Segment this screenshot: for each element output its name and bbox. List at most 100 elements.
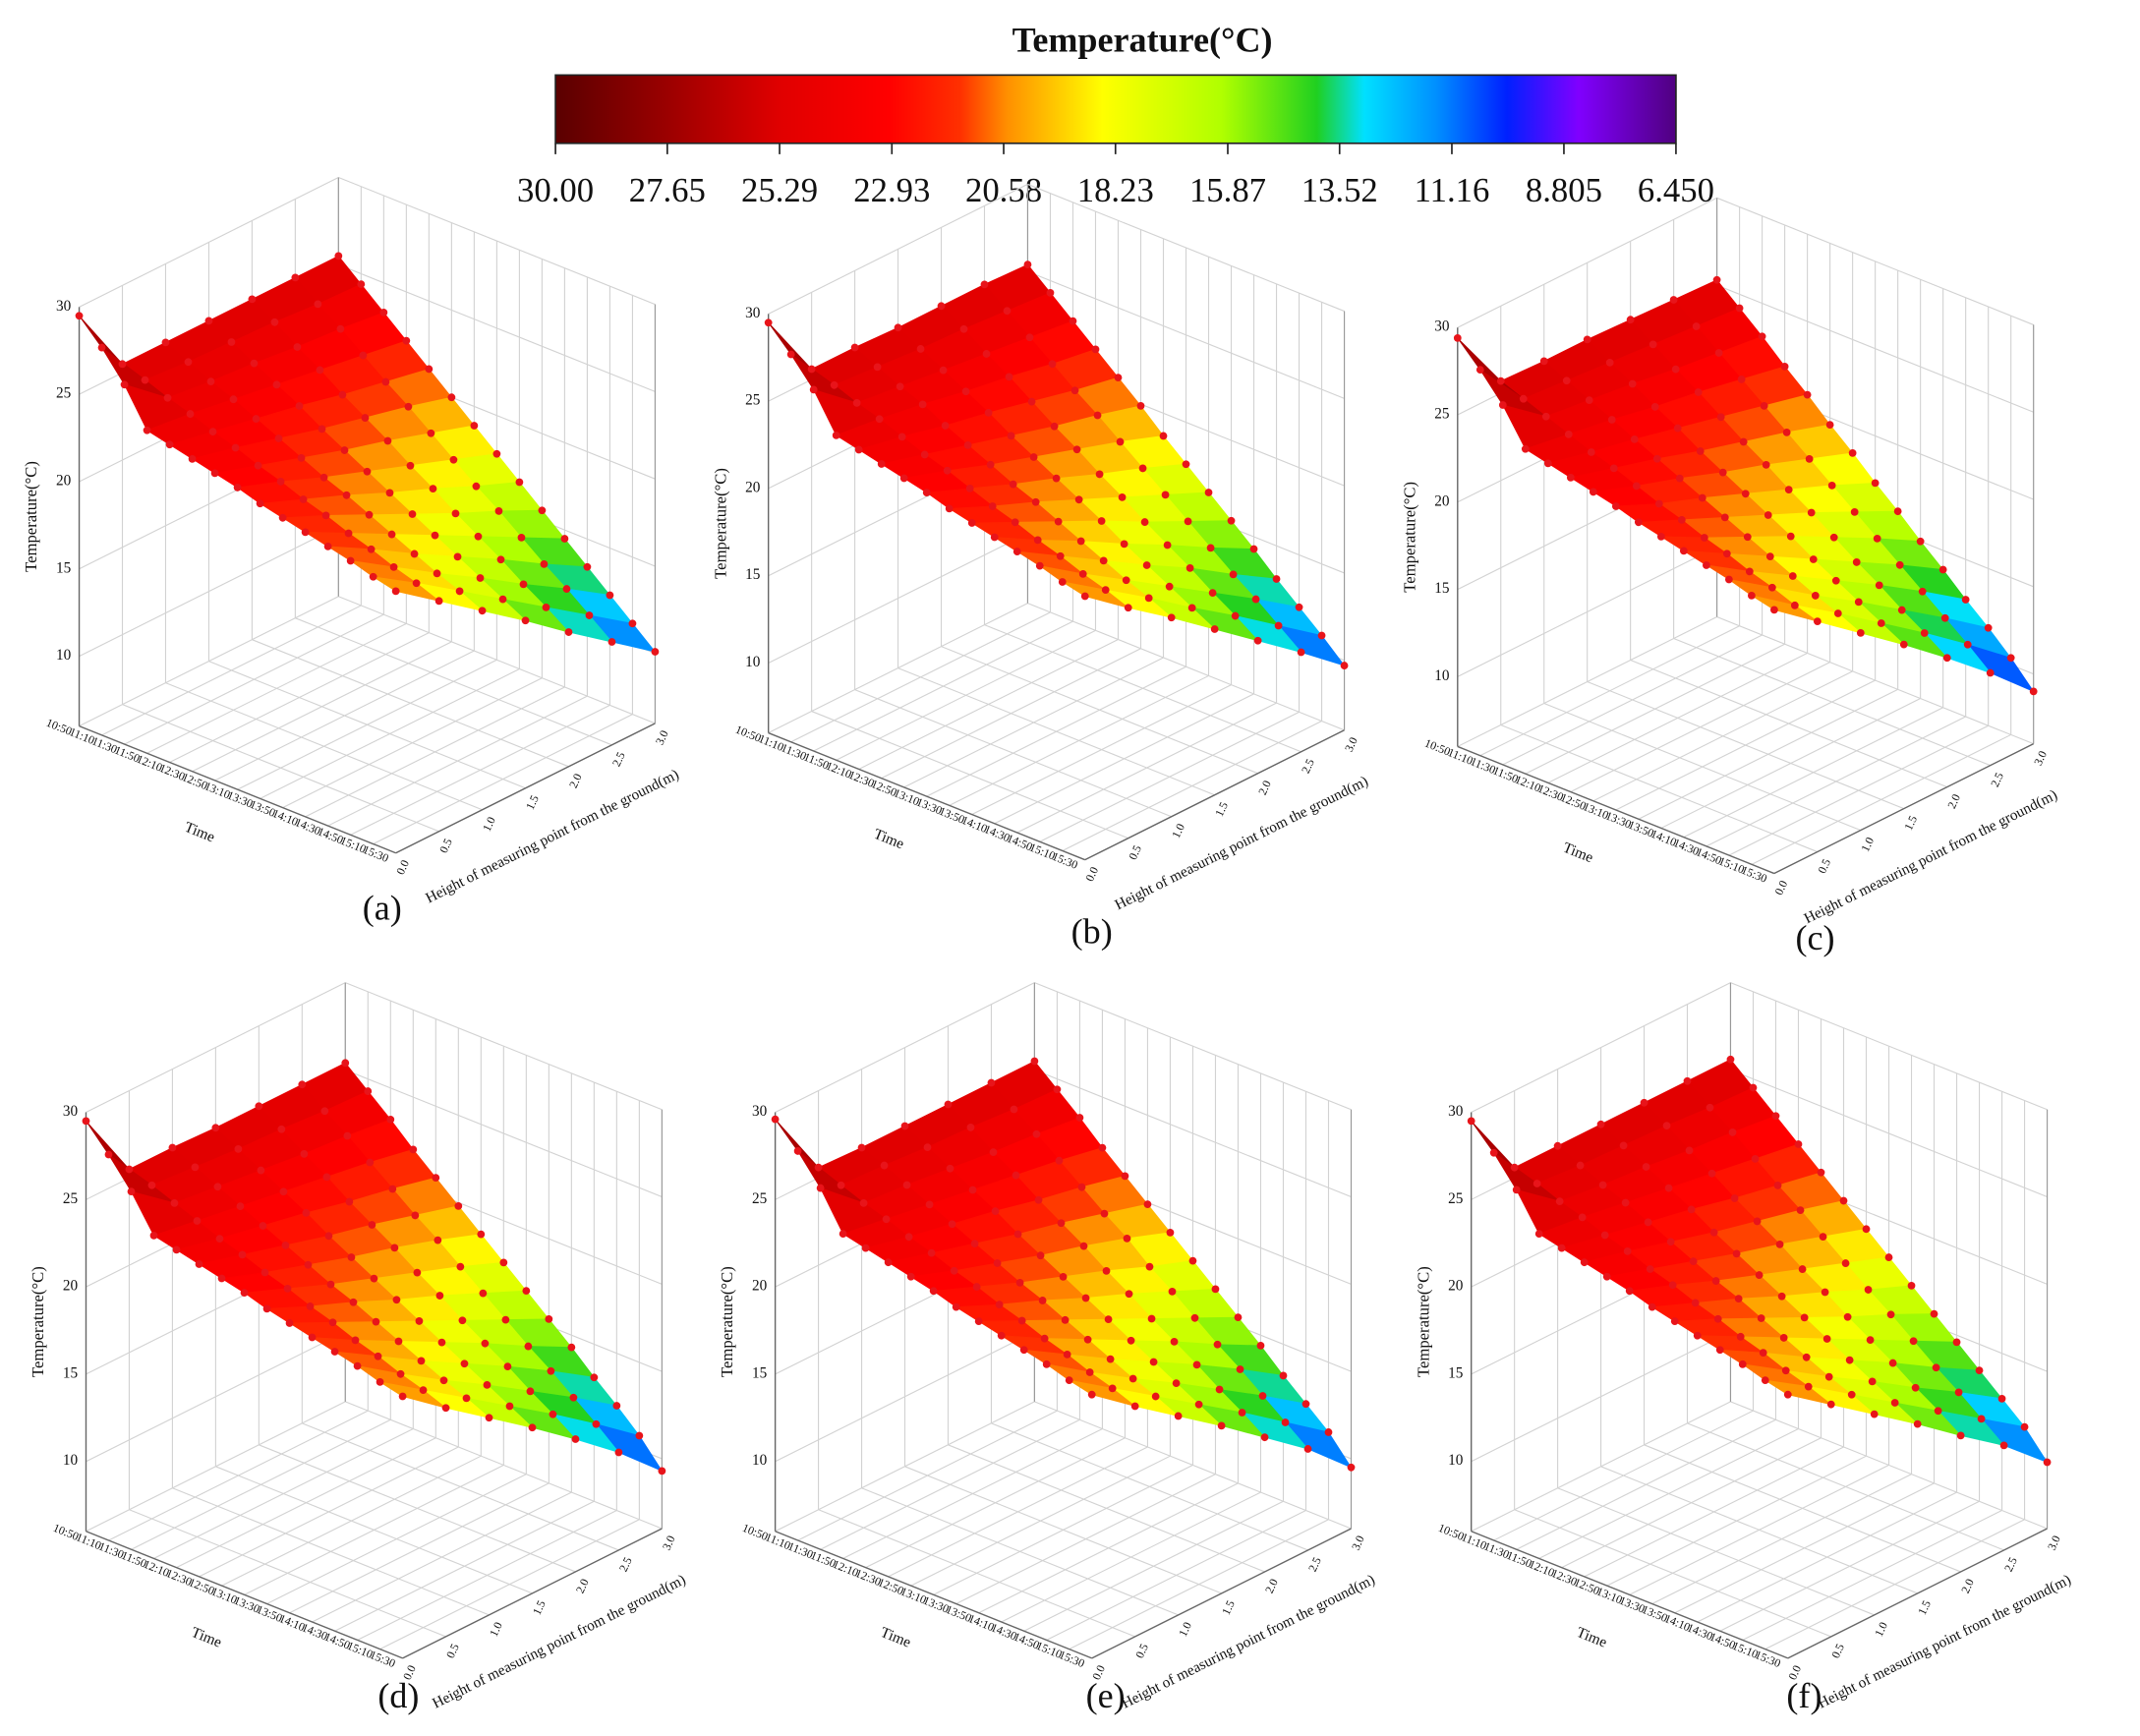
data-point xyxy=(379,309,388,317)
data-point xyxy=(1035,561,1044,570)
data-point xyxy=(850,343,859,352)
data-point xyxy=(965,484,974,492)
data-point xyxy=(1918,587,1927,596)
data-point xyxy=(1541,412,1550,421)
data-point xyxy=(1779,1334,1788,1342)
data-point xyxy=(293,343,302,351)
data-point xyxy=(1070,386,1079,395)
data-point xyxy=(1735,304,1744,313)
data-point xyxy=(1856,629,1865,637)
y-tick-label: 2.5 xyxy=(1305,1555,1324,1574)
data-point xyxy=(1824,1372,1833,1381)
data-point xyxy=(120,380,129,389)
data-point xyxy=(404,402,413,411)
data-point xyxy=(97,343,106,352)
data-point xyxy=(1873,534,1881,543)
data-point xyxy=(161,338,170,347)
data-point xyxy=(832,432,840,439)
y-axis-title: Height of measuring point from the groun… xyxy=(1112,773,1370,913)
panel: 101520253010:5011:1011:3011:5012:1012:30… xyxy=(29,982,688,1715)
data-point xyxy=(1749,1083,1758,1092)
data-point xyxy=(1847,1390,1856,1399)
data-point xyxy=(982,350,991,358)
data-point xyxy=(1940,613,1949,622)
data-point xyxy=(208,428,217,436)
y-tick-label: 0.5 xyxy=(1126,842,1144,861)
data-point xyxy=(1621,1198,1630,1207)
grid-line xyxy=(1716,284,2034,413)
data-point xyxy=(370,1274,378,1283)
data-point xyxy=(1104,1315,1113,1324)
data-point xyxy=(338,390,347,399)
data-point xyxy=(1809,555,1818,563)
data-point xyxy=(946,1164,954,1173)
data-point xyxy=(1886,1310,1895,1319)
data-point xyxy=(458,1316,467,1325)
panel: 101520253010:5011:1011:3011:5012:1012:30… xyxy=(22,176,681,928)
floor-grid-line xyxy=(295,617,612,746)
grid-line xyxy=(1730,1069,2048,1198)
data-point xyxy=(1895,560,1904,569)
data-point xyxy=(1587,448,1595,456)
data-point xyxy=(1003,307,1012,316)
data-point xyxy=(1726,1055,1735,1064)
y-axis xyxy=(402,1528,663,1659)
y-axis-title: Height of measuring point from the groun… xyxy=(423,766,681,906)
data-point xyxy=(82,1117,90,1126)
data-point xyxy=(950,1266,958,1275)
data-point xyxy=(896,382,904,391)
data-point xyxy=(1078,569,1087,578)
data-point xyxy=(1607,416,1616,424)
data-point xyxy=(764,318,773,327)
data-point xyxy=(1093,411,1102,420)
data-point xyxy=(388,1185,397,1193)
data-point xyxy=(990,533,999,542)
y-tick-label: 1.0 xyxy=(480,814,498,833)
data-point xyxy=(184,358,193,367)
data-point xyxy=(549,1410,557,1418)
data-point xyxy=(1685,1146,1694,1155)
data-point xyxy=(1578,1213,1587,1222)
data-point xyxy=(1780,362,1789,371)
data-point xyxy=(1790,601,1799,609)
data-point xyxy=(1087,1390,1096,1399)
data-point xyxy=(1632,482,1641,491)
data-point xyxy=(1081,1294,1090,1302)
data-point xyxy=(1211,1285,1220,1294)
data-point xyxy=(291,273,300,282)
data-point xyxy=(1564,431,1573,438)
data-point xyxy=(1217,1421,1226,1430)
data-point xyxy=(1737,376,1746,383)
data-point xyxy=(1909,1337,1918,1346)
data-point xyxy=(606,591,614,600)
y-tick-label: 3.0 xyxy=(1349,1533,1367,1552)
data-point xyxy=(894,323,902,332)
data-point xyxy=(2043,1458,2052,1467)
data-point xyxy=(1829,533,1838,542)
y-tick-label: 3.0 xyxy=(2031,748,2050,767)
data-point xyxy=(1142,561,1151,569)
data-point xyxy=(369,572,377,581)
data-point xyxy=(118,360,127,369)
data-point xyxy=(274,434,283,442)
data-point xyxy=(474,532,483,541)
data-point xyxy=(1236,1365,1244,1373)
data-point xyxy=(1227,516,1236,525)
data-point xyxy=(1694,388,1703,396)
data-point xyxy=(1819,1233,1827,1241)
data-point xyxy=(1260,1433,1269,1442)
floor-grid-line xyxy=(208,661,526,789)
data-point xyxy=(995,1301,1004,1309)
data-point xyxy=(1187,604,1196,612)
data-point xyxy=(1580,1258,1589,1267)
data-point xyxy=(1600,1231,1609,1240)
data-point xyxy=(939,366,948,375)
data-point xyxy=(125,1165,134,1174)
data-point xyxy=(365,510,374,519)
data-point xyxy=(278,513,287,522)
data-point xyxy=(1805,454,1814,463)
data-point xyxy=(948,1220,956,1229)
data-point xyxy=(1644,1218,1652,1227)
y-tick-label: 0.5 xyxy=(443,1642,462,1660)
data-point xyxy=(1702,561,1710,569)
